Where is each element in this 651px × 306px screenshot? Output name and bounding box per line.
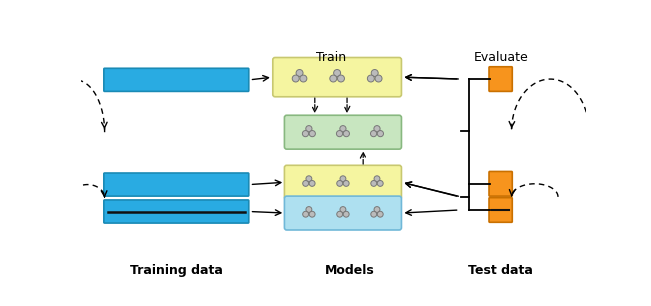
FancyBboxPatch shape [489, 171, 512, 196]
Circle shape [306, 207, 312, 212]
Circle shape [371, 69, 378, 76]
Circle shape [303, 211, 309, 217]
FancyBboxPatch shape [284, 115, 402, 149]
Circle shape [340, 125, 346, 132]
Circle shape [337, 131, 342, 137]
Circle shape [340, 207, 346, 212]
Circle shape [378, 211, 383, 217]
Text: Evaluate: Evaluate [473, 50, 528, 64]
FancyBboxPatch shape [104, 173, 249, 196]
Circle shape [343, 211, 349, 217]
Circle shape [378, 181, 383, 186]
Circle shape [370, 131, 377, 137]
Circle shape [371, 181, 377, 186]
Text: Training data: Training data [130, 264, 223, 277]
Circle shape [309, 131, 315, 137]
Circle shape [337, 211, 342, 217]
Circle shape [340, 176, 346, 182]
Circle shape [371, 211, 377, 217]
Circle shape [367, 75, 374, 82]
Circle shape [333, 69, 340, 76]
Circle shape [303, 181, 309, 186]
Circle shape [330, 75, 337, 82]
Circle shape [375, 75, 382, 82]
FancyBboxPatch shape [284, 165, 402, 199]
FancyBboxPatch shape [489, 198, 512, 222]
FancyBboxPatch shape [273, 58, 402, 97]
Circle shape [343, 181, 349, 186]
Text: Train: Train [316, 50, 346, 64]
Circle shape [343, 131, 350, 137]
Circle shape [309, 181, 315, 186]
Circle shape [306, 176, 312, 182]
Circle shape [302, 131, 309, 137]
Text: Models: Models [325, 264, 374, 277]
Circle shape [337, 75, 344, 82]
Circle shape [296, 69, 303, 76]
Circle shape [374, 125, 380, 132]
Text: Test data: Test data [468, 264, 533, 277]
FancyBboxPatch shape [489, 67, 512, 91]
Circle shape [374, 207, 380, 212]
Circle shape [374, 176, 380, 182]
FancyBboxPatch shape [284, 196, 402, 230]
Circle shape [306, 125, 312, 132]
Circle shape [300, 75, 307, 82]
FancyBboxPatch shape [104, 200, 249, 223]
Circle shape [378, 131, 383, 137]
Circle shape [337, 181, 342, 186]
Circle shape [292, 75, 299, 82]
Circle shape [309, 211, 315, 217]
FancyBboxPatch shape [104, 68, 249, 91]
